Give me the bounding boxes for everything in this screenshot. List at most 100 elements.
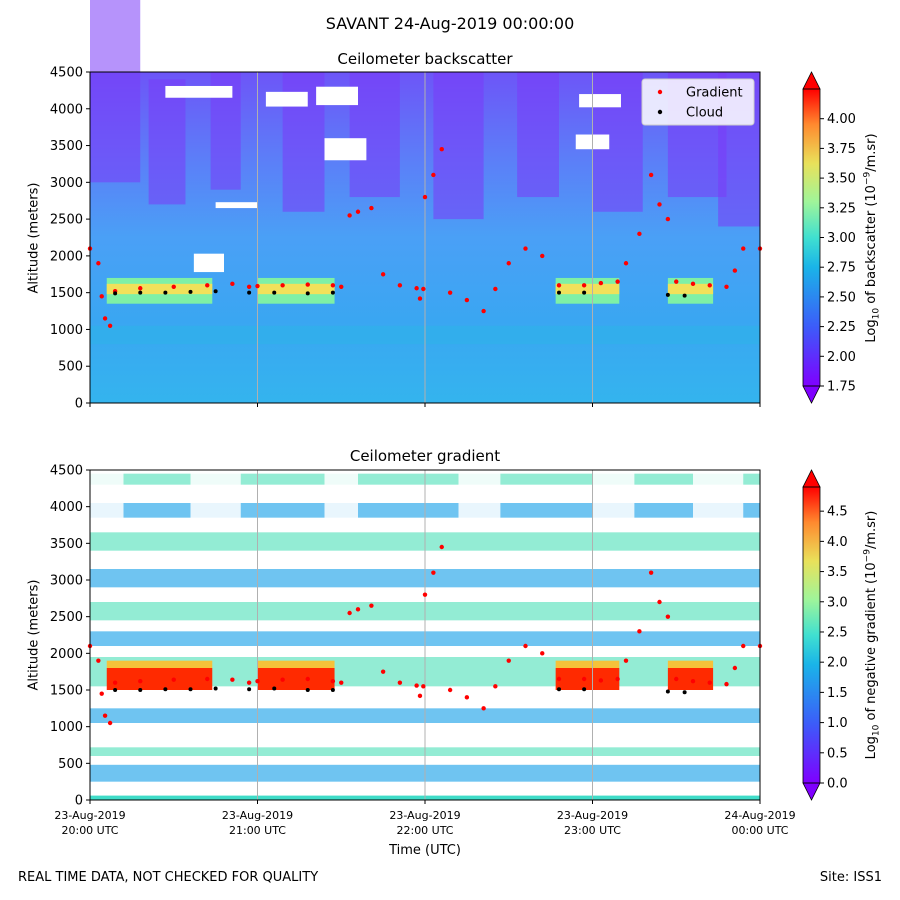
gradient-point xyxy=(397,283,403,288)
gradient-cloud-layer xyxy=(667,668,714,690)
colorbar-tick-label: 3.75 xyxy=(827,142,856,157)
cloud-point xyxy=(138,290,143,295)
gradient-point xyxy=(741,246,746,251)
gradient-axes: 0 500 1000 1500 2000 2500 3000 3500 4000 4500 23-A… xyxy=(50,464,848,838)
gradient-point xyxy=(724,681,729,687)
cloud-point xyxy=(188,289,193,294)
gradient-point xyxy=(439,544,444,550)
panel1-title: Ceilometer backscatter xyxy=(337,50,513,68)
cloud-point xyxy=(247,687,252,692)
backscatter-low-region xyxy=(90,0,141,183)
gradient-point xyxy=(421,286,426,292)
footer-disclaimer: REAL TIME DATA, NOT CHECKED FOR QUALITY xyxy=(18,870,319,885)
x-tick-label-date: 23-Aug-2019 xyxy=(54,809,125,822)
y-tick-label: 2500 xyxy=(50,213,83,228)
panel2-title: Ceilometer gradient xyxy=(349,447,501,465)
gradient-point xyxy=(637,231,642,237)
backscatter-cloud-core xyxy=(106,283,213,295)
gradient-point xyxy=(347,610,352,616)
colorbar-tick-label: 3.0 xyxy=(827,595,848,610)
gradient-cloud-edge xyxy=(257,660,335,668)
gradient-point xyxy=(99,294,104,299)
gradient-point xyxy=(581,283,587,288)
gradient-point xyxy=(369,205,374,211)
gradient-point xyxy=(598,678,604,683)
gradient-point xyxy=(414,286,419,291)
gradient-point xyxy=(107,720,113,726)
colorbar-tick-label: 1.5 xyxy=(827,686,848,701)
gradient-point xyxy=(481,308,486,314)
gradient-point xyxy=(615,279,620,284)
gradient-point xyxy=(422,592,428,597)
colorbar-tick-label: 4.5 xyxy=(827,505,848,520)
backscatter-cloud-core xyxy=(555,283,620,295)
panel2-ylabel: Altitude (meters) xyxy=(26,579,42,691)
cloud-point xyxy=(682,690,687,695)
x-tick-label-time: 21:00 UTC xyxy=(229,824,286,837)
backscatter-axes: 0 500 1000 1500 2000 2500 3000 3500 4000 4500 1.75… xyxy=(50,0,856,412)
colorbar-tick-label: 2.5 xyxy=(827,625,848,640)
gradient-point xyxy=(355,209,361,214)
x-tick-label-time: 20:00 UTC xyxy=(61,824,118,837)
gradient-cloud-edge xyxy=(667,660,714,668)
cloud-point xyxy=(557,687,561,692)
y-tick-label: 3000 xyxy=(50,176,83,191)
cloud-point xyxy=(188,687,193,692)
gradient-gap xyxy=(324,470,358,529)
gradient-cloud-edge xyxy=(106,660,213,668)
backscatter-missing-data xyxy=(265,91,308,107)
y-tick-label: 500 xyxy=(58,757,83,772)
footer-site: Site: ISS1 xyxy=(819,870,882,885)
gradient-point xyxy=(205,676,210,682)
cloud-point xyxy=(163,687,168,692)
y-tick-label: 2000 xyxy=(50,249,83,264)
backscatter-missing-data xyxy=(165,85,233,98)
gradient-point xyxy=(171,284,176,289)
gradient-point xyxy=(339,284,344,289)
gradient-point xyxy=(230,677,235,682)
backscatter-missing-data xyxy=(316,86,358,106)
gradient-point xyxy=(102,316,108,321)
cloud-point xyxy=(163,290,168,295)
gradient-point xyxy=(493,684,498,689)
gradient-point xyxy=(732,665,738,671)
gradient-point xyxy=(741,643,746,649)
gradient-point xyxy=(523,246,528,251)
gradient-point xyxy=(623,261,629,266)
y-tick-label: 1000 xyxy=(50,720,83,735)
gradient-point xyxy=(380,272,386,277)
gradient-point xyxy=(96,261,101,266)
gradient-point xyxy=(246,680,252,685)
x-tick-label-date: 23-Aug-2019 xyxy=(389,809,460,822)
y-tick-label: 1500 xyxy=(50,286,83,301)
gradient-gap xyxy=(693,470,744,529)
y-tick-label: 0 xyxy=(75,397,83,412)
gradient-gap xyxy=(458,470,501,529)
gradient-point xyxy=(690,281,696,287)
backscatter-missing-data xyxy=(579,94,621,108)
gradient-point xyxy=(246,284,252,289)
cloud-point xyxy=(305,291,310,296)
cloud-point xyxy=(272,686,277,691)
colorbar-tick-label: 1.75 xyxy=(827,380,856,395)
gradient-point xyxy=(707,680,712,685)
gradient-point xyxy=(690,679,696,684)
colorbar-tick-label: 2.00 xyxy=(827,350,856,365)
colorbar-tick-label: 4.0 xyxy=(827,535,848,550)
colorbar-1-body xyxy=(803,89,820,386)
gradient-cloud-layer xyxy=(106,668,213,690)
y-tick-label: 0 xyxy=(75,794,83,809)
colorbar-tick-label: 0.5 xyxy=(827,746,848,761)
gradient-point xyxy=(674,676,679,682)
x-tick-label-date: 23-Aug-2019 xyxy=(557,809,628,822)
y-tick-label: 3500 xyxy=(50,139,83,154)
gradient-point xyxy=(205,283,210,288)
gradient-point xyxy=(99,691,104,696)
gradient-point xyxy=(598,280,604,286)
legend-box xyxy=(641,78,755,126)
gradient-point xyxy=(280,677,285,682)
gradient-gap xyxy=(90,470,124,529)
y-tick-label: 2500 xyxy=(50,610,83,625)
gradient-point xyxy=(138,286,143,291)
gradient-point xyxy=(102,713,108,718)
